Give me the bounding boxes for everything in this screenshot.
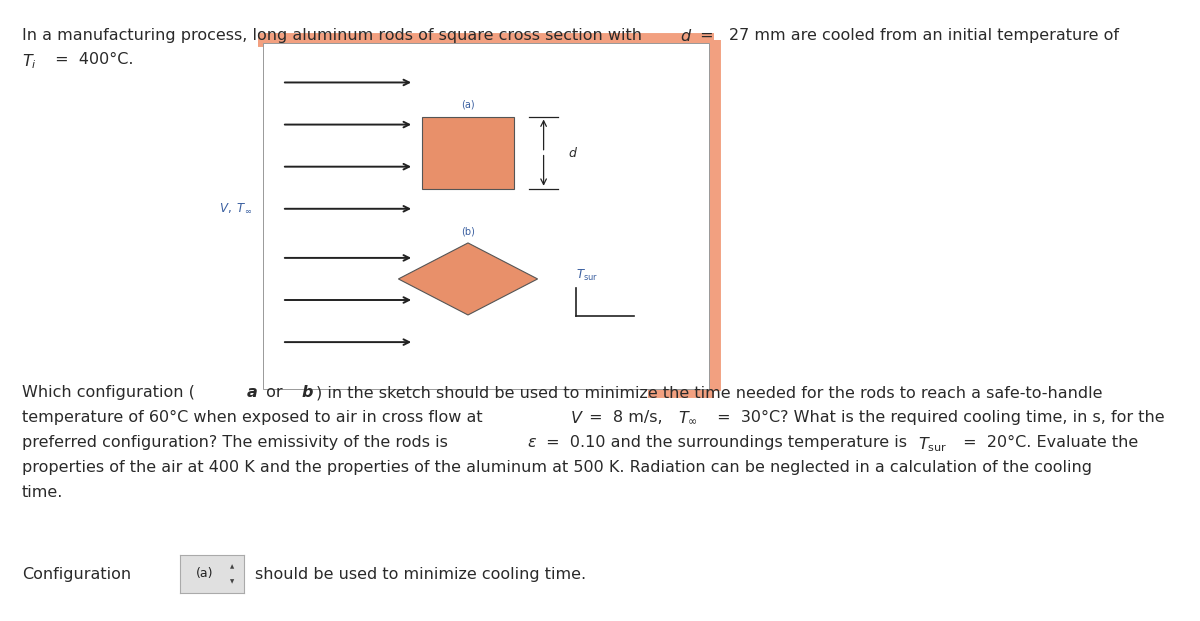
Text: temperature of 60°C when exposed to air in cross flow at: temperature of 60°C when exposed to air … xyxy=(22,410,487,425)
Text: $d$: $d$ xyxy=(680,28,692,44)
Text: a: a xyxy=(247,385,258,400)
Text: (a): (a) xyxy=(196,568,214,581)
Text: $V$: $V$ xyxy=(570,410,584,426)
Text: $T_i$: $T_i$ xyxy=(22,52,37,71)
Text: should be used to minimize cooling time.: should be used to minimize cooling time. xyxy=(256,566,586,581)
Text: ) in the sketch should be used to minimize the time needed for the rods to reach: ) in the sketch should be used to minimi… xyxy=(316,385,1103,400)
Text: $\varepsilon$: $\varepsilon$ xyxy=(527,435,538,450)
Text: $T_{\mathrm{sur}}$: $T_{\mathrm{sur}}$ xyxy=(918,435,947,454)
Text: =  20°C. Evaluate the: = 20°C. Evaluate the xyxy=(958,435,1139,450)
Text: ▼: ▼ xyxy=(230,579,235,585)
Text: b: b xyxy=(302,385,313,400)
Text: $d$: $d$ xyxy=(568,146,577,160)
Text: In a manufacturing process, long aluminum rods of square cross section with: In a manufacturing process, long aluminu… xyxy=(22,28,647,43)
Polygon shape xyxy=(398,243,538,315)
Text: =   27 mm are cooled from an initial temperature of: = 27 mm are cooled from an initial tempe… xyxy=(695,28,1120,43)
Text: =  30°C? What is the required cooling time, in s, for the: = 30°C? What is the required cooling tim… xyxy=(712,410,1165,425)
Text: ▲: ▲ xyxy=(230,564,235,569)
Text: =  8 m/s,: = 8 m/s, xyxy=(584,410,662,425)
Bar xyxy=(263,43,709,389)
Text: time.: time. xyxy=(22,485,64,500)
Text: or: or xyxy=(262,385,288,400)
Text: Configuration: Configuration xyxy=(22,566,131,581)
Text: properties of the air at 400 K and the properties of the aluminum at 500 K. Radi: properties of the air at 400 K and the p… xyxy=(22,460,1092,475)
Text: $T_{\mathrm{sur}}$: $T_{\mathrm{sur}}$ xyxy=(576,268,598,283)
Text: (b): (b) xyxy=(461,227,475,237)
Text: $T_{\infty}$: $T_{\infty}$ xyxy=(678,410,698,426)
Text: (a): (a) xyxy=(461,99,475,109)
Text: Which configuration (: Which configuration ( xyxy=(22,385,194,400)
Text: $V,\ T_{\infty}$: $V,\ T_{\infty}$ xyxy=(218,202,252,215)
Text: preferred configuration? The emissivity of the rods is: preferred configuration? The emissivity … xyxy=(22,435,454,450)
Bar xyxy=(422,117,514,189)
Text: =  0.10 and the surroundings temperature is: = 0.10 and the surroundings temperature … xyxy=(541,435,912,450)
Text: =  400°C.: = 400°C. xyxy=(50,52,133,67)
